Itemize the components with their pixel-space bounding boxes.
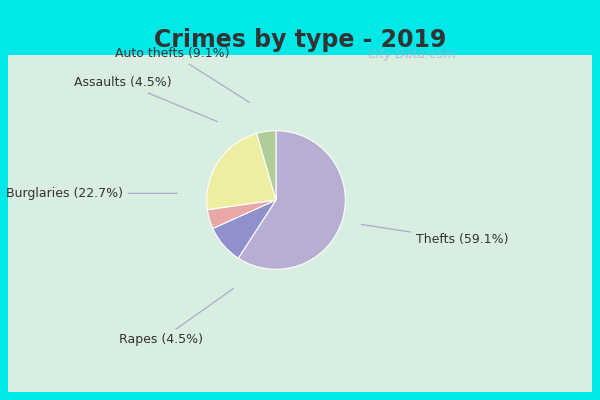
Text: Burglaries (22.7%): Burglaries (22.7%) bbox=[5, 187, 177, 200]
Wedge shape bbox=[208, 200, 276, 228]
Wedge shape bbox=[257, 131, 276, 200]
Wedge shape bbox=[213, 200, 276, 258]
Text: Auto thefts (9.1%): Auto thefts (9.1%) bbox=[115, 47, 250, 102]
Text: Assaults (4.5%): Assaults (4.5%) bbox=[74, 76, 217, 122]
Text: City-Data.com: City-Data.com bbox=[367, 48, 456, 61]
Text: Rapes (4.5%): Rapes (4.5%) bbox=[119, 288, 234, 346]
Wedge shape bbox=[206, 134, 276, 210]
Text: Crimes by type - 2019: Crimes by type - 2019 bbox=[154, 28, 446, 52]
Wedge shape bbox=[238, 131, 346, 269]
Text: Thefts (59.1%): Thefts (59.1%) bbox=[361, 224, 509, 246]
